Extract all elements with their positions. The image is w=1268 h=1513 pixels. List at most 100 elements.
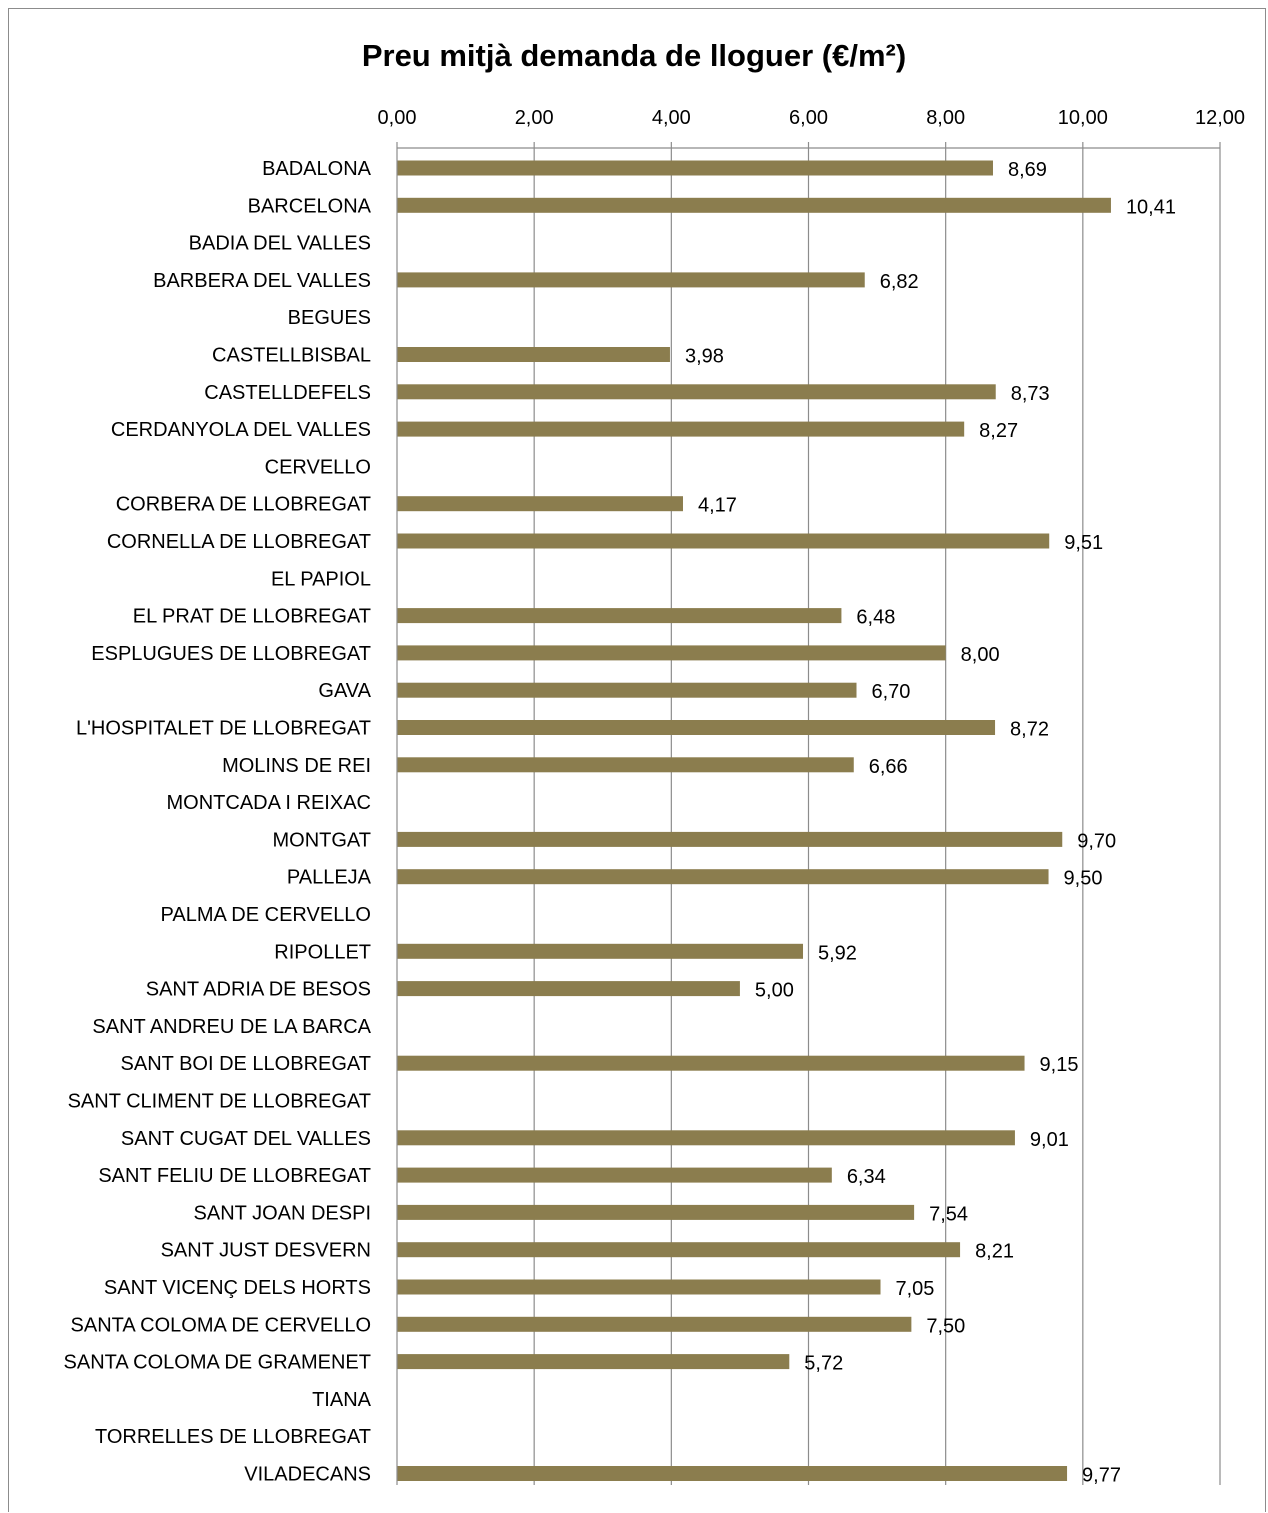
- bar: [397, 1130, 1015, 1146]
- x-tick-label: 12,00: [1195, 107, 1245, 129]
- value-label: 8,21: [975, 1241, 1014, 1263]
- value-label: 6,82: [880, 271, 919, 293]
- category-label: BARBERA DEL VALLES: [153, 270, 371, 292]
- value-label: 10,41: [1126, 196, 1176, 218]
- bar: [397, 421, 965, 437]
- bar: [397, 384, 996, 400]
- category-label: BADALONA: [262, 158, 372, 180]
- value-label: 8,27: [979, 420, 1018, 442]
- value-label: 9,15: [1040, 1054, 1079, 1076]
- bar: [397, 1316, 912, 1332]
- x-tick-label: 10,00: [1058, 107, 1108, 129]
- category-label: SANT ADRIA DE BESOS: [146, 979, 371, 1001]
- category-label: TIANA: [312, 1389, 372, 1411]
- bar: [397, 1466, 1068, 1481]
- category-label: SANT JUST DESVERN: [161, 1240, 371, 1262]
- category-label: RIPOLLET: [274, 941, 371, 963]
- bars: [397, 160, 1111, 1481]
- value-label: 6,34: [847, 1166, 886, 1188]
- bar: [397, 197, 1111, 213]
- value-label: 7,54: [929, 1203, 968, 1225]
- category-label: EL PAPIOL: [271, 568, 371, 590]
- category-label: SANT ANDREU DE LA BARCA: [92, 1016, 371, 1038]
- category-label: SANTA COLOMA DE GRAMENET: [64, 1352, 371, 1374]
- category-label: SANT BOI DE LLOBREGAT: [121, 1053, 371, 1075]
- category-label: ESPLUGUES DE LLOBREGAT: [91, 643, 371, 665]
- bar: [397, 1354, 790, 1370]
- category-label: BARCELONA: [248, 195, 372, 217]
- category-label: PALLEJA: [287, 867, 372, 889]
- value-label: 4,17: [698, 495, 737, 517]
- category-label: CASTELLDEFELS: [204, 382, 371, 404]
- value-label: 9,01: [1030, 1129, 1069, 1151]
- bar: [397, 645, 946, 661]
- value-label: 5,72: [804, 1353, 843, 1375]
- category-label: SANT FELIU DE LLOBREGAT: [98, 1165, 371, 1187]
- bar: [397, 943, 804, 959]
- value-label: 8,00: [961, 644, 1000, 666]
- bar: [397, 1055, 1025, 1071]
- bar: [397, 533, 1050, 549]
- gridlines: [533, 148, 1221, 1485]
- category-label: CERVELLO: [265, 456, 371, 478]
- bar: [397, 757, 854, 773]
- category-label: SANT VICENÇ DELS HORTS: [104, 1277, 371, 1299]
- category-label: SANT JOAN DESPI: [194, 1202, 371, 1224]
- bar: [397, 1167, 832, 1183]
- category-label: BADIA DEL VALLES: [189, 233, 371, 255]
- value-label: 5,00: [755, 980, 794, 1002]
- bar: [397, 608, 842, 624]
- bar: [397, 682, 857, 698]
- x-tick-label: 4,00: [652, 107, 691, 129]
- chart-frame: [8, 8, 1266, 1512]
- value-label: 5,92: [818, 942, 857, 964]
- value-label: 9,50: [1064, 868, 1103, 890]
- y-axis: [396, 147, 1220, 1485]
- value-label: 6,66: [869, 756, 908, 778]
- bar: [397, 347, 670, 362]
- bar: [397, 720, 996, 735]
- value-label: 7,05: [896, 1278, 935, 1300]
- bar: [397, 160, 993, 176]
- value-label: 9,77: [1082, 1465, 1121, 1487]
- value-label: 7,50: [926, 1315, 965, 1337]
- bar: [397, 496, 683, 512]
- bar: [397, 869, 1049, 885]
- value-label: 3,98: [685, 346, 724, 368]
- chart-title: Preu mitjà demanda de lloguer (€/m²): [361, 38, 907, 73]
- category-label: SANT CUGAT DEL VALLES: [121, 1128, 371, 1150]
- category-label: L'HOSPITALET DE LLOBREGAT: [76, 718, 371, 740]
- bar: [397, 1204, 915, 1220]
- value-label: 9,70: [1077, 830, 1116, 852]
- bar: [397, 981, 740, 997]
- category-label: VILADECANS: [244, 1464, 371, 1486]
- value-label: 8,69: [1008, 159, 1047, 181]
- category-label: CORNELLA DE LLOBREGAT: [107, 531, 371, 553]
- category-label: GAVA: [318, 680, 371, 702]
- category-label: SANT CLIMENT DE LLOBREGAT: [68, 1091, 371, 1113]
- bar: [397, 1279, 881, 1295]
- category-label: CORBERA DE LLOBREGAT: [116, 494, 371, 516]
- value-label: 6,70: [872, 681, 911, 703]
- category-label: CASTELLBISBAL: [212, 345, 371, 367]
- category-label: MOLINS DE REI: [222, 755, 371, 777]
- x-tick-label: 6,00: [789, 107, 828, 129]
- x-tick-label: 2,00: [515, 107, 554, 129]
- category-label: MONTCADA I REIXAC: [167, 792, 371, 814]
- value-label: 9,51: [1064, 532, 1103, 554]
- x-tick-label: 0,00: [378, 107, 417, 129]
- value-label: 6,48: [856, 607, 895, 629]
- category-labels: BADALONA BARCELONA BADIA DEL VALLES BARBERA…: [64, 158, 372, 1486]
- x-axis-ticks: 0,00 2,00 4,00 6,00 8,00 10,00 12,00: [378, 107, 1245, 148]
- value-label: 8,72: [1010, 719, 1049, 741]
- category-label: CERDANYOLA DEL VALLES: [111, 419, 371, 441]
- category-label: BEGUES: [288, 307, 371, 329]
- bar: [397, 831, 1063, 847]
- value-labels: 8,69 10,41 6,82 3,98 8,73 8,27 4,17 9,51 6,48 8,0…: [685, 159, 1176, 1487]
- category-label: EL PRAT DE LLOBREGAT: [133, 606, 371, 628]
- value-label: 8,73: [1011, 383, 1050, 405]
- category-label: SANTA COLOMA DE CERVELLO: [71, 1314, 371, 1336]
- category-label: TORRELLES DE LLOBREGAT: [95, 1426, 371, 1448]
- x-tick-label: 8,00: [926, 107, 965, 129]
